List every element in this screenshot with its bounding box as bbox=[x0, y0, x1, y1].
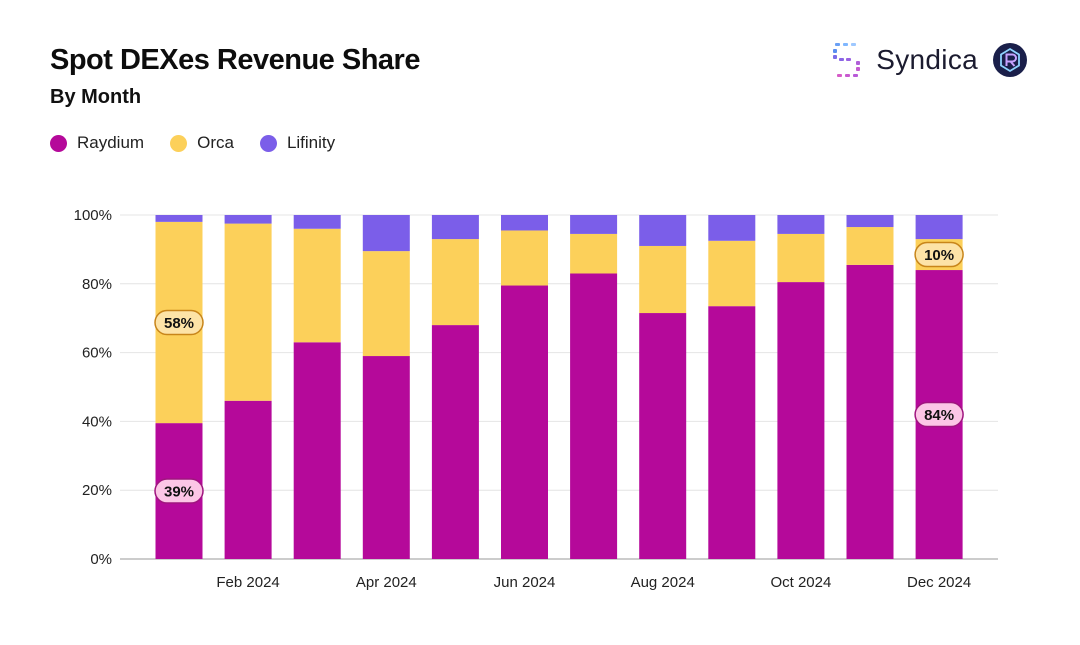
bar-orca-nov-2024[interactable] bbox=[846, 227, 894, 265]
y-tick-label: 0% bbox=[90, 551, 112, 568]
brand-header: Syndica bbox=[832, 42, 1028, 78]
x-tick-label: Feb 2024 bbox=[216, 574, 279, 591]
bar-lifinity-mar-2024[interactable] bbox=[293, 215, 341, 229]
legend-item-orca[interactable]: Orca bbox=[170, 133, 234, 153]
legend-swatch-lifinity bbox=[259, 134, 277, 152]
bar-lifinity-sep-2024[interactable] bbox=[708, 215, 756, 241]
bar-raydium-feb-2024[interactable] bbox=[224, 400, 272, 559]
bar-orca-apr-2024[interactable] bbox=[362, 251, 410, 357]
raydium-logo-icon bbox=[993, 43, 1027, 77]
bar-lifinity-may-2024[interactable] bbox=[431, 215, 479, 240]
y-tick-label: 40% bbox=[82, 413, 112, 430]
bar-lifinity-oct-2024[interactable] bbox=[777, 215, 825, 234]
bar-raydium-apr-2024[interactable] bbox=[362, 356, 410, 559]
legend-item-lifinity[interactable]: Lifinity bbox=[259, 133, 336, 153]
y-tick-label: 20% bbox=[82, 482, 112, 499]
bar-lifinity-feb-2024[interactable] bbox=[224, 215, 272, 224]
bar-raydium-mar-2024[interactable] bbox=[293, 342, 341, 559]
bar-orca-oct-2024[interactable] bbox=[777, 233, 825, 283]
legend-swatch-orca bbox=[170, 134, 188, 152]
chart-title: Spot DEXes Revenue Share bbox=[50, 44, 420, 76]
x-tick-label: Jun 2024 bbox=[494, 574, 556, 591]
legend-label-raydium: Raydium bbox=[77, 133, 145, 152]
bar-orca-jun-2024[interactable] bbox=[501, 230, 548, 286]
brand-name: Syndica bbox=[876, 44, 978, 75]
bar-orca-aug-2024[interactable] bbox=[639, 245, 687, 314]
chart-legend: Raydium Orca Lifinity bbox=[50, 133, 335, 153]
callout-badge bbox=[914, 401, 964, 428]
callout-label: 39% bbox=[164, 484, 194, 501]
legend-label-orca: Orca bbox=[197, 133, 234, 152]
legend-swatch-raydium bbox=[50, 134, 67, 152]
callout-badge bbox=[914, 241, 964, 268]
bar-lifinity-nov-2024[interactable] bbox=[846, 215, 894, 228]
callout-label: 10% bbox=[924, 247, 954, 264]
bar-orca-mar-2024[interactable] bbox=[293, 228, 341, 343]
annotations: 58% 39% 10% 84% bbox=[154, 241, 964, 504]
x-tick-label: Apr 2024 bbox=[356, 574, 417, 591]
chart-subtitle: By Month bbox=[50, 86, 142, 108]
y-axis: 0% 20% 40% 60% 80% 100% bbox=[74, 207, 112, 568]
x-tick-label: Aug 2024 bbox=[631, 574, 695, 591]
bar-orca-sep-2024[interactable] bbox=[708, 240, 756, 307]
bars bbox=[155, 215, 963, 559]
callout-label: 84% bbox=[924, 407, 954, 424]
bar-raydium-jul-2024[interactable] bbox=[570, 273, 618, 559]
bar-lifinity-jan-2024[interactable] bbox=[155, 215, 203, 222]
bar-orca-feb-2024[interactable] bbox=[224, 223, 272, 401]
callout-badge bbox=[154, 309, 204, 336]
callout-label: 58% bbox=[164, 315, 194, 332]
syndica-logo-icon bbox=[833, 43, 861, 77]
x-tick-label: Oct 2024 bbox=[770, 574, 831, 591]
bar-lifinity-jun-2024[interactable] bbox=[501, 215, 548, 231]
bar-raydium-nov-2024[interactable] bbox=[846, 264, 894, 559]
bar-lifinity-apr-2024[interactable] bbox=[362, 215, 410, 252]
y-tick-label: 60% bbox=[82, 345, 112, 362]
bar-lifinity-jul-2024[interactable] bbox=[570, 215, 618, 234]
y-tick-label: 100% bbox=[74, 207, 112, 224]
bar-orca-jul-2024[interactable] bbox=[570, 233, 618, 274]
bar-raydium-oct-2024[interactable] bbox=[777, 282, 825, 559]
legend-label-lifinity: Lifinity bbox=[286, 133, 336, 152]
bar-raydium-jun-2024[interactable] bbox=[501, 285, 548, 559]
bar-raydium-sep-2024[interactable] bbox=[708, 306, 756, 559]
bar-raydium-aug-2024[interactable] bbox=[639, 313, 687, 559]
callout-badge bbox=[154, 478, 204, 504]
x-tick-label: Dec 2024 bbox=[907, 574, 971, 591]
bar-orca-may-2024[interactable] bbox=[431, 239, 479, 326]
x-axis: Feb 2024 Apr 2024 Jun 2024 Aug 2024 Oct 2024… bbox=[216, 574, 971, 591]
bar-raydium-may-2024[interactable] bbox=[431, 325, 479, 559]
y-tick-label: 80% bbox=[82, 276, 112, 293]
legend-item-raydium[interactable]: Raydium bbox=[50, 133, 144, 153]
bar-lifinity-aug-2024[interactable] bbox=[639, 215, 687, 246]
bar-lifinity-dec-2024[interactable] bbox=[915, 215, 963, 240]
